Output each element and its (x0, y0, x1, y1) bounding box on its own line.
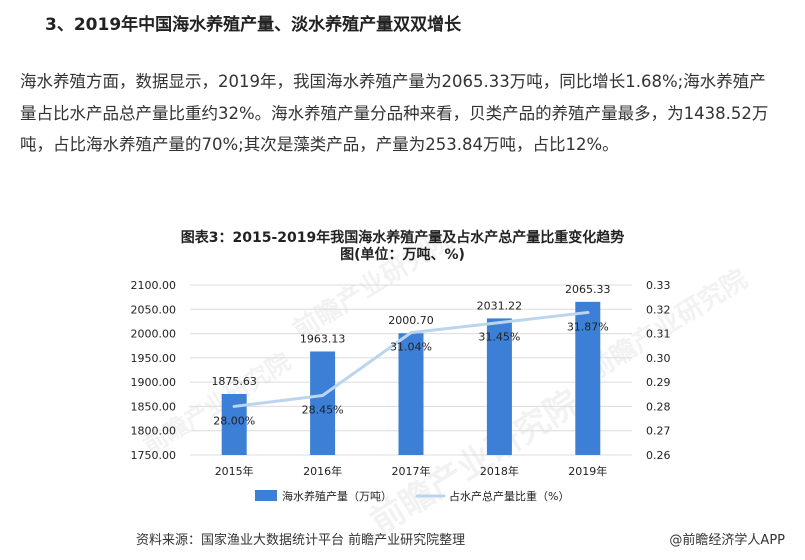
right-axis-tick-label: 0.33 (646, 279, 671, 292)
legend-swatch-bar (255, 490, 277, 501)
left-axis-tick-label: 1850.00 (131, 400, 177, 413)
left-axis-tick-label: 2100.00 (131, 279, 177, 292)
right-axis-tick-label: 0.30 (646, 352, 671, 365)
chart-title-line2: 图(单位：万吨、%) (340, 247, 465, 263)
bar (398, 333, 424, 455)
left-axis-tick-label: 2050.00 (131, 303, 177, 316)
line-value-label: 28.00% (213, 414, 255, 427)
x-axis-tick-label: 2016年 (303, 464, 342, 478)
bar-value-label: 2000.70 (388, 314, 434, 327)
bar-value-label: 2031.22 (477, 299, 523, 312)
source-note: 资料来源：国家渔业大数据统计平台 前瞻产业研究院整理 (136, 533, 466, 548)
legend-label-line: 占水产总产量比重（%） (449, 489, 569, 503)
brand-credit: @前瞻经济学人APP (669, 533, 785, 548)
right-axis-tick-label: 0.28 (646, 400, 671, 413)
line-value-label: 28.45% (302, 404, 344, 417)
bar-value-label: 1875.63 (211, 375, 257, 388)
line-value-labels: 28.00% 28.45% 31.04% 31.45% 31.87% (213, 320, 609, 427)
right-axis-ticks: 0.26 0.27 0.28 0.29 0.30 0.31 0.32 0.33 (646, 279, 671, 462)
left-axis-tick-label: 1900.00 (131, 376, 177, 389)
section-heading: 3、2019年中国海水养殖产量、淡水养殖产量双双增长 (45, 15, 462, 35)
article-paragraph: 海水养殖方面，数据显示，2019年，我国海水养殖产量为2065.33万吨，同比增… (20, 66, 782, 161)
right-axis-tick-label: 0.31 (646, 328, 671, 341)
right-axis-tick-label: 0.26 (646, 449, 671, 462)
x-axis-tick-label: 2015年 (215, 464, 254, 478)
line-point (586, 310, 590, 314)
line-point (321, 394, 325, 397)
bar (310, 351, 336, 455)
x-axis-ticks: 2015年 2016年 2017年 2018年 2019年 (215, 464, 608, 478)
x-axis-tick-label: 2018年 (480, 464, 519, 478)
chart-title-line1: 图表3：2015-2019年我国海水养殖产量及占水产总产量比重变化趋势 (180, 230, 625, 246)
right-axis-tick-label: 0.27 (646, 425, 671, 438)
left-axis-tick-label: 1800.00 (131, 425, 177, 438)
right-axis-tick-label: 0.29 (646, 376, 671, 389)
bar-value-labels: 1875.63 1963.13 2000.70 2031.22 2065.33 (211, 283, 610, 388)
line-point (232, 404, 236, 408)
left-axis-tick-label: 2000.00 (131, 328, 177, 341)
line-value-label: 31.04% (390, 341, 432, 354)
x-axis-tick-label: 2017年 (392, 464, 431, 478)
line-point (497, 321, 501, 325)
bar-value-label: 2065.33 (565, 283, 611, 296)
line-series (232, 310, 590, 408)
left-axis-tick-label: 1750.00 (131, 449, 177, 462)
x-axis-tick-label: 2019年 (568, 464, 607, 478)
chart-legend: 海水养殖产量（万吨） 占水产总产量比重（%） (255, 489, 569, 503)
line-value-label: 31.87% (567, 320, 609, 333)
left-axis-tick-label: 1950.00 (131, 352, 177, 365)
paragraph-text: 海水养殖方面，数据显示，2019年，我国海水养殖产量为2065.33万吨，同比增… (20, 72, 769, 154)
bar (486, 318, 512, 455)
right-axis-tick-label: 0.32 (646, 303, 671, 316)
line-value-label: 31.45% (478, 331, 520, 344)
bar-series (221, 301, 601, 455)
bar-value-label: 1963.13 (300, 332, 346, 345)
left-axis-ticks: 1750.00 1800.00 1850.00 1900.00 1950.00 2000.… (131, 279, 177, 462)
bar (575, 301, 601, 455)
line-point (409, 331, 413, 335)
legend-label-bar: 海水养殖产量（万吨） (282, 489, 392, 503)
